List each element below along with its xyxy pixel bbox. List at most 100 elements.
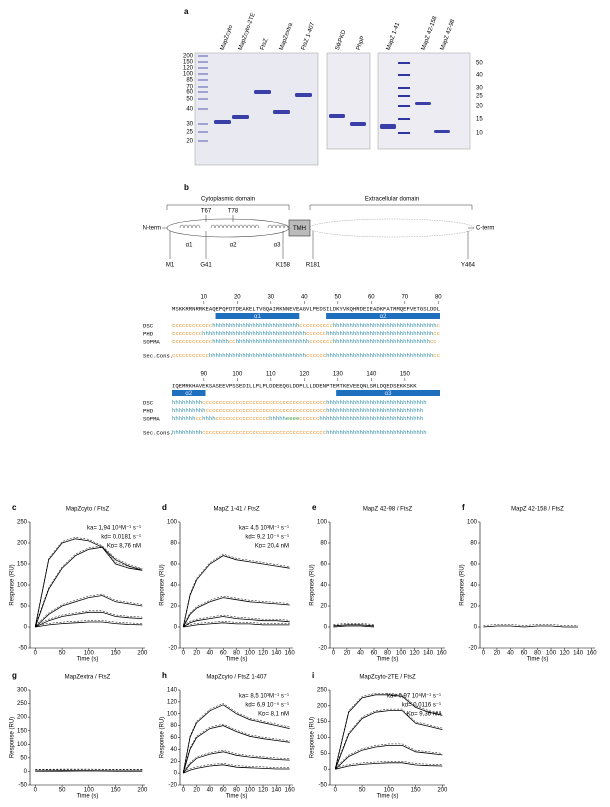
- prediction: hhhhhhhhhccccccccccccccccccccccccccccccc…: [172, 399, 427, 406]
- marker-label: 15: [476, 117, 483, 123]
- sensorgram: [333, 624, 375, 627]
- panel-label: e: [312, 503, 317, 512]
- y-tick-label: 150: [317, 719, 328, 725]
- fit-curve: [183, 614, 290, 626]
- panel-label: a: [184, 7, 189, 16]
- protein-band: [295, 93, 312, 97]
- helix-bar: [172, 390, 206, 396]
- y-tick-label: 200: [17, 715, 28, 721]
- method-label: DSC: [143, 399, 154, 406]
- y-axis-label: Response (RU): [10, 717, 16, 758]
- fit-curve: [335, 743, 443, 768]
- prediction: ccccccccccchhhhhhhhhhhhhhhhhhhhhhhhhhhhh…: [172, 352, 440, 359]
- x-tick-label: 80: [384, 651, 391, 657]
- y-tick-label: 20: [470, 604, 477, 610]
- marker-label: 60: [186, 90, 193, 96]
- kinetics: ka= 4,5 10³M⁻¹ s⁻¹: [239, 526, 289, 532]
- y-tick-label: 40: [320, 583, 327, 589]
- sensorgram: [335, 762, 443, 770]
- x-tick-label: 80: [233, 651, 240, 657]
- protein-band: [214, 120, 231, 124]
- y-tick-label: 0: [24, 625, 28, 631]
- x-tick-label: 0: [332, 651, 336, 657]
- marker-band: [198, 131, 208, 133]
- helix-label: α1: [186, 243, 193, 249]
- y-tick-label: 100: [467, 520, 478, 526]
- y-tick-label: 200: [317, 703, 328, 709]
- y-tick-label: 40: [170, 747, 177, 753]
- y-tick-label: 0: [174, 625, 178, 631]
- sensorgram: [335, 745, 443, 770]
- sensorgram: [483, 625, 579, 628]
- y-tick-label: 0: [174, 771, 178, 777]
- y-tick-label: 120: [167, 699, 178, 705]
- y-axis-label: Response (RU): [160, 564, 166, 605]
- x-axis-label: Time (s): [77, 794, 99, 800]
- x-tick-label: 200: [137, 788, 148, 794]
- y-tick-label: 50: [320, 751, 327, 757]
- marker-label: 50: [186, 97, 193, 103]
- marker-band: [398, 105, 410, 107]
- sensorgram: [34, 546, 143, 628]
- x-tick-label: 0: [34, 788, 38, 794]
- x-tick-label: 20: [494, 651, 501, 657]
- marker-label: 40: [186, 107, 193, 113]
- kinetics: ka= 8,5 10³M⁻¹ s⁻¹: [239, 694, 289, 700]
- y-tick-label: 100: [317, 735, 328, 741]
- marker-label: 200: [183, 54, 194, 60]
- y-axis-label: Response (RU): [460, 564, 466, 605]
- kinetics: kd= 0,0181 s⁻¹: [101, 535, 141, 541]
- x-tick-label: 40: [507, 651, 514, 657]
- terminus: C-term: [476, 226, 494, 232]
- ruler-label: 100: [232, 372, 243, 378]
- marker-label: 70: [186, 85, 193, 91]
- marker-label: 30: [186, 122, 193, 128]
- kinetics: kd= 9,2 10⁻⁵ s⁻¹: [245, 534, 289, 541]
- sensorgram: [35, 595, 143, 628]
- domain-title: Cytoplasmic domain: [201, 197, 255, 203]
- ruler-label: 80: [435, 295, 442, 301]
- x-tick-label: 120: [560, 651, 571, 657]
- x-tick-label: 60: [220, 788, 227, 794]
- kinetics: kd= 6,9 10⁻⁵ s⁻¹: [245, 702, 289, 709]
- y-tick-label: 80: [170, 723, 177, 729]
- phospho-site: T78: [228, 209, 239, 215]
- fit-curve: [183, 723, 290, 772]
- prediction: hhhhhhhcchhhhcccccccccccccccchhhhheeeecc…: [172, 415, 423, 422]
- fit-curve: [183, 553, 290, 626]
- fit-curve: [183, 763, 290, 772]
- x-tick-label: 140: [573, 651, 584, 657]
- chart-title: MapZcyto / FtsZ: [66, 507, 110, 513]
- marker-label: 20: [186, 139, 193, 145]
- ruler-label: 30: [267, 295, 274, 301]
- x-tick-label: 160: [285, 651, 296, 657]
- sensorgram: [183, 622, 290, 628]
- residue-label: G41: [200, 263, 212, 269]
- x-tick-label: 0: [34, 651, 38, 657]
- sensorgram: [35, 611, 143, 628]
- x-tick-label: 120: [410, 651, 421, 657]
- protein-band: [273, 110, 290, 114]
- ruler-label: 130: [333, 372, 344, 378]
- x-tick-label: 100: [546, 651, 557, 657]
- method-label: SOPMA: [143, 338, 160, 345]
- prediction: cccccccccccchhhhhcchhhhhhhhhhhhhhhhhhhhh…: [172, 338, 437, 345]
- x-tick-label: 160: [587, 651, 598, 657]
- panel-label: b: [184, 183, 189, 192]
- x-tick-label: 0: [334, 788, 338, 794]
- marker-label: 150: [183, 60, 194, 66]
- sensorgram: [334, 710, 443, 770]
- y-tick-label: 20: [170, 759, 177, 765]
- helix-label: α3: [385, 391, 392, 397]
- marker-band: [398, 132, 410, 134]
- x-tick-label: 0: [182, 651, 186, 657]
- lane-label: PhpP: [356, 35, 367, 51]
- panel-label: c: [12, 503, 17, 512]
- ruler-label: 150: [400, 372, 411, 378]
- y-tick-label: 20: [320, 604, 327, 610]
- ruler-label: 20: [234, 295, 241, 301]
- y-tick-label: 0: [24, 769, 28, 775]
- marker-label: 120: [183, 66, 194, 72]
- panel-label: f: [462, 503, 465, 512]
- helix-bar: [215, 313, 300, 319]
